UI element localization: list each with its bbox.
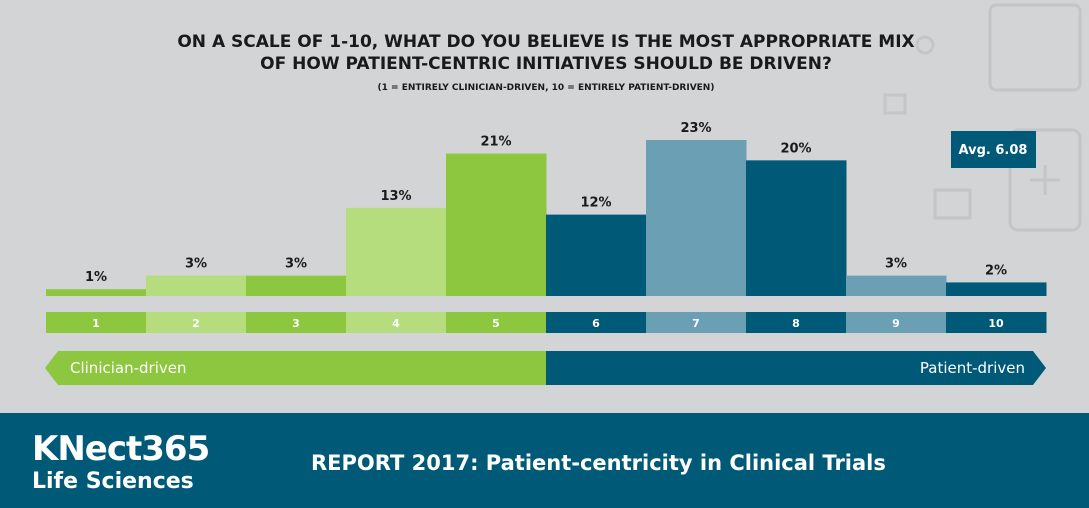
category-cell-5	[446, 312, 547, 333]
bars-group	[46, 140, 1047, 296]
value-label-2: 3%	[185, 257, 207, 272]
value-label-5: 21%	[480, 135, 511, 150]
category-label-4: 4	[392, 317, 400, 330]
chart-title-line2: OF HOW PATIENT-CENTRIC INITIATIVES SHOUL…	[260, 54, 832, 74]
bar-7	[646, 140, 747, 296]
category-label-7: 7	[692, 317, 700, 330]
category-label-6: 6	[592, 317, 600, 330]
category-cell-2	[146, 312, 247, 333]
patient-arrow	[546, 351, 1046, 385]
average-label: Avg. 6.08	[959, 143, 1028, 158]
bar-2	[146, 275, 247, 296]
value-label-3: 3%	[285, 257, 307, 272]
category-label-8: 8	[792, 317, 800, 330]
category-cell-3	[246, 312, 347, 333]
chart-subtitle: (1 = ENTIRELY CLINICIAN-DRIVEN, 10 = ENT…	[378, 83, 715, 93]
category-cell-6	[546, 312, 647, 333]
category-strip: 1 2 3 4 5 6 7 8 9 10	[46, 312, 1047, 333]
clinician-driven-label: Clinician-driven	[70, 359, 186, 377]
category-cell-1	[46, 312, 147, 333]
value-label-7: 23%	[680, 121, 711, 136]
report-title: REPORT 2017: Patient-centricity in Clini…	[311, 451, 886, 475]
patient-driven-label: Patient-driven	[920, 359, 1025, 377]
category-label-2: 2	[192, 317, 200, 330]
bar-10	[946, 282, 1047, 296]
background-icons	[883, 3, 1082, 232]
bar-8	[746, 160, 847, 296]
value-label-10: 2%	[985, 263, 1007, 278]
category-cell-9	[846, 312, 947, 333]
category-label-3: 3	[292, 317, 300, 330]
brand-logo-line1: KNect365	[32, 429, 210, 469]
bar-5	[446, 153, 547, 296]
value-label-6: 12%	[580, 196, 611, 211]
bar-1	[46, 289, 147, 296]
value-label-4: 13%	[380, 189, 411, 204]
category-cell-8	[746, 312, 847, 333]
footer-bar: KNect365 Life Sciences REPORT 2017: Pati…	[0, 413, 1089, 508]
bar-6	[546, 214, 647, 296]
category-label-1: 1	[92, 317, 100, 330]
average-badge	[951, 131, 1036, 168]
value-label-9: 3%	[885, 257, 907, 272]
chart-title: ON A SCALE OF 1-10, WHAT DO YOU BELIEVE …	[177, 32, 914, 52]
clinician-arrow	[45, 351, 546, 385]
bar-9	[846, 275, 947, 296]
bar-3	[246, 275, 347, 296]
category-label-10: 10	[988, 317, 1004, 330]
category-cell-10	[946, 312, 1047, 333]
category-label-9: 9	[892, 317, 900, 330]
brand-logo-line2: Life Sciences	[32, 469, 194, 494]
value-label-8: 20%	[780, 141, 811, 156]
value-label-1: 1%	[85, 270, 107, 285]
category-label-5: 5	[492, 317, 500, 330]
category-cell-7	[646, 312, 747, 333]
category-cell-4	[346, 312, 447, 333]
bar-4	[346, 207, 447, 296]
value-labels-group: 1% 3% 3% 13% 21% 12% 23% 20% 3% 2%	[85, 121, 1007, 285]
